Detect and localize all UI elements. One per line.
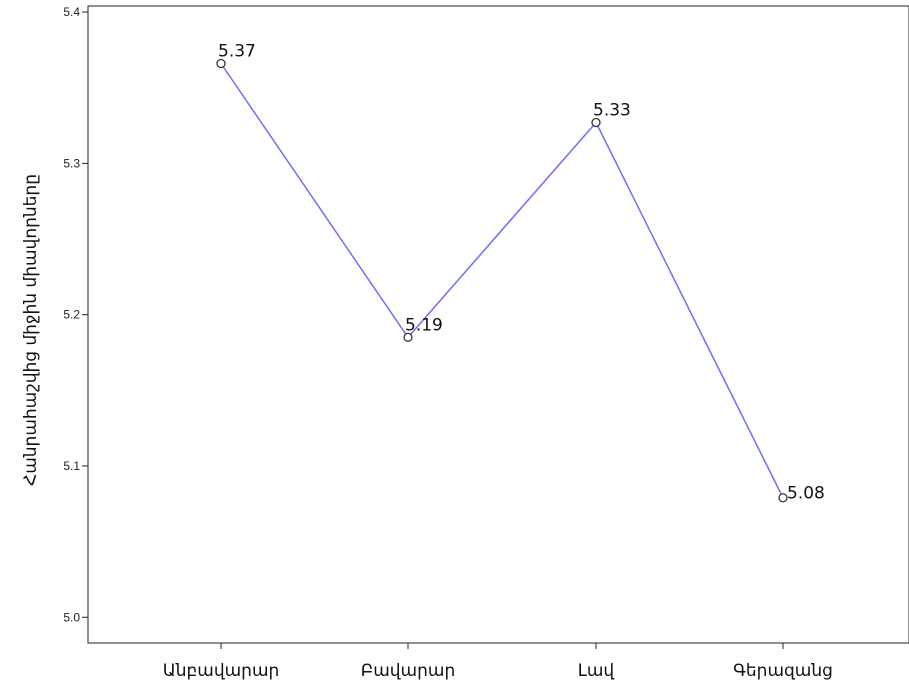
y-tick-label: 5.2 xyxy=(63,308,80,322)
x-tick-label: Անբավարար xyxy=(163,661,280,681)
data-point xyxy=(591,117,601,128)
series-group: 5.37 5.19 5.33 5.08 xyxy=(216,41,825,504)
y-axis: 5.0 5.1 5.2 5.3 5.4 xyxy=(63,5,88,624)
y-tick-label: 5.1 xyxy=(63,459,80,473)
data-label: 5.08 xyxy=(787,484,825,504)
data-label: 5.37 xyxy=(218,41,256,61)
y-tick-label: 5.0 xyxy=(63,610,80,624)
y-tick-label: 5.3 xyxy=(63,156,80,170)
x-tick-label: Գերազանց xyxy=(733,661,833,681)
data-label: 5.19 xyxy=(405,315,443,335)
data-label: 5.33 xyxy=(593,101,631,121)
x-axis: Անբավարար Բավարար Լավ Գերազանց xyxy=(163,643,833,681)
x-tick-label: Լավ xyxy=(578,661,615,681)
data-point xyxy=(403,332,413,343)
data-point xyxy=(778,493,788,503)
y-tick-label: 5.4 xyxy=(63,5,80,19)
x-tick-label: Բավարար xyxy=(361,661,455,681)
plot-frame xyxy=(87,5,909,644)
data-point xyxy=(216,58,226,69)
y-axis-title: Հանրահաշվից միջին միավորները xyxy=(21,174,41,486)
series-line xyxy=(220,63,784,499)
